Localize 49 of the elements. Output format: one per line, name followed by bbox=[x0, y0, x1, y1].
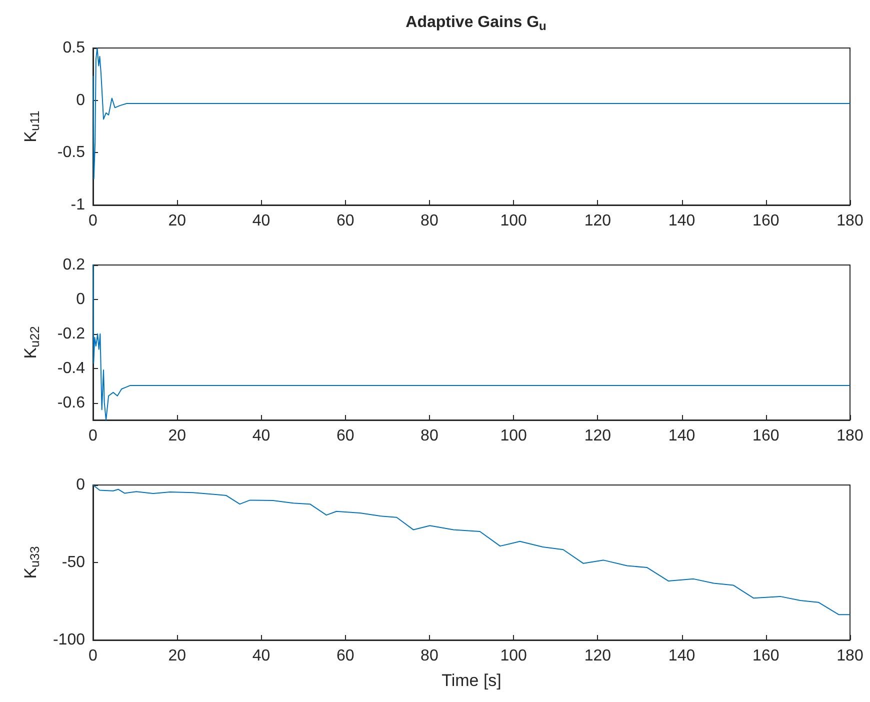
x-tick-label: 140 bbox=[668, 428, 696, 444]
y-axis-title: Ku33 bbox=[21, 546, 42, 579]
x-tick-label: 180 bbox=[836, 212, 864, 230]
x-tick-label: 60 bbox=[336, 648, 354, 664]
y-axis-title: Ku11 bbox=[21, 110, 42, 142]
x-tick-label: 80 bbox=[420, 648, 438, 664]
x-tick-label: 160 bbox=[752, 428, 780, 444]
x-tick-label: 60 bbox=[336, 428, 354, 444]
y-axis-title: Ku22 bbox=[21, 326, 42, 359]
x-tick-label: 80 bbox=[420, 212, 438, 230]
x-tick-label: 140 bbox=[668, 648, 696, 664]
x-tick-label: 140 bbox=[668, 212, 696, 230]
x-tick-label: 180 bbox=[836, 648, 864, 664]
y-tick-label: -0.4 bbox=[57, 360, 86, 377]
x-tick-label: 40 bbox=[252, 428, 270, 444]
y-tick-label: -1 bbox=[70, 196, 86, 214]
x-tick-label: 60 bbox=[336, 212, 354, 230]
x-tick-label: 0 bbox=[88, 428, 98, 444]
x-tick-label: 40 bbox=[252, 648, 270, 664]
x-tick-label: 0 bbox=[88, 648, 98, 664]
x-tick-label: 80 bbox=[420, 428, 438, 444]
x-tick-label: 100 bbox=[500, 648, 527, 664]
x-tick-label: 160 bbox=[752, 648, 780, 664]
x-tick-label: 180 bbox=[836, 428, 864, 444]
y-tick-label: -0.2 bbox=[57, 325, 86, 342]
y-tick-label: 0 bbox=[76, 92, 86, 109]
x-tick-label: 40 bbox=[252, 212, 270, 230]
y-tick-label: -0.6 bbox=[57, 394, 86, 412]
x-tick-label: 120 bbox=[584, 212, 612, 230]
x-tick-label: 120 bbox=[584, 428, 612, 444]
y-tick-label: -0.5 bbox=[57, 144, 86, 162]
y-tick-label: 0.2 bbox=[62, 256, 86, 274]
x-axis-title: Time [s] bbox=[442, 671, 502, 690]
x-tick-label: 0 bbox=[88, 212, 98, 230]
y-tick-label: -50 bbox=[62, 554, 86, 571]
y-tick-label: 0.5 bbox=[62, 40, 86, 56]
y-tick-label: 0 bbox=[76, 290, 86, 308]
x-tick-label: 160 bbox=[752, 212, 780, 230]
y-tick-label: 0 bbox=[76, 476, 86, 494]
x-tick-label: 120 bbox=[584, 648, 612, 664]
x-tick-label: 100 bbox=[500, 212, 527, 230]
x-tick-label: 20 bbox=[168, 212, 186, 230]
line-series bbox=[92, 48, 850, 180]
line-series bbox=[92, 264, 850, 420]
x-tick-label: 20 bbox=[168, 648, 186, 664]
y-tick-label: -100 bbox=[52, 632, 86, 648]
x-tick-label: 20 bbox=[168, 428, 186, 444]
x-tick-label: 100 bbox=[500, 428, 527, 444]
line-series bbox=[92, 484, 850, 616]
